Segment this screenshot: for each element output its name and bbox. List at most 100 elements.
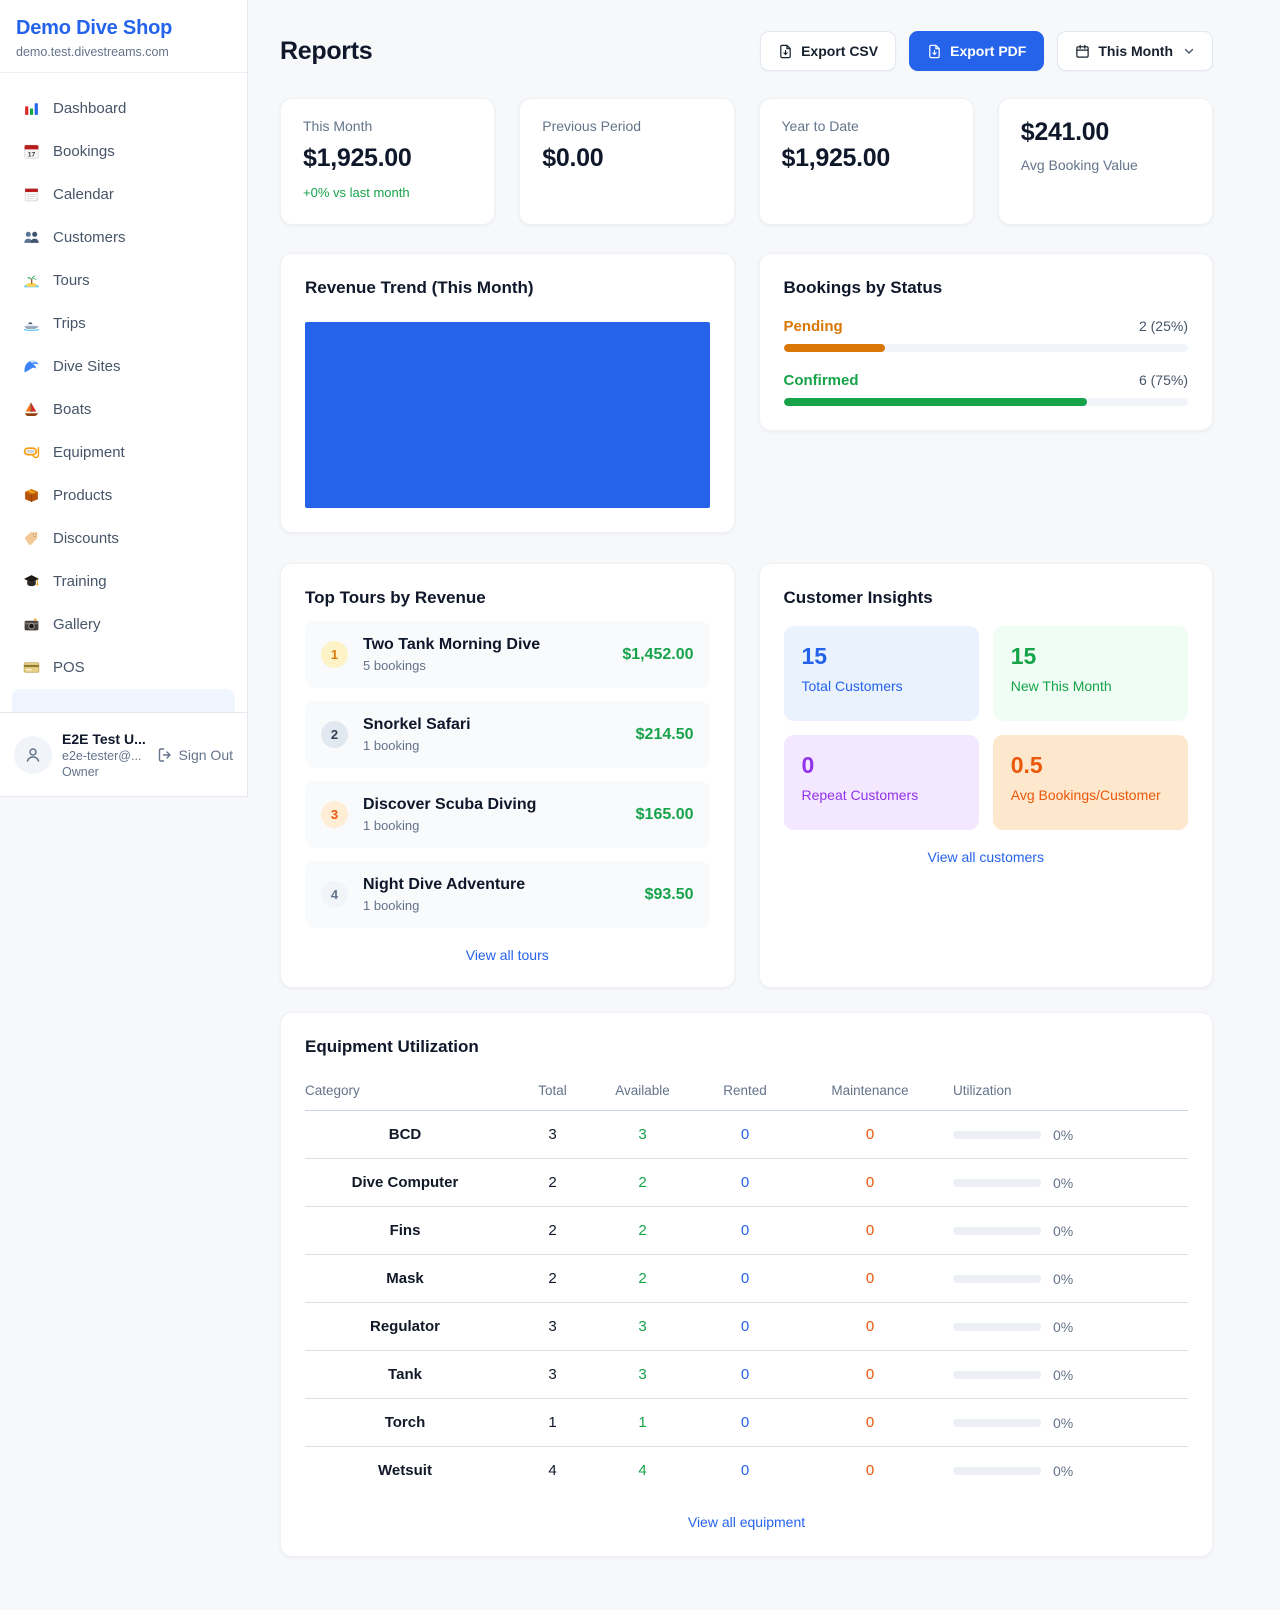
sidebar-nav: Dashboard 17 Bookings Calendar Customers [0, 73, 247, 712]
tour-name: Two Tank Morning Dive [363, 636, 541, 653]
tour-row: 4 Night Dive Adventure 1 booking $93.50 [305, 861, 710, 928]
sidebar-item-bookings[interactable]: 17 Bookings [12, 130, 235, 173]
sidebar: Demo Dive Shop demo.test.divestreams.com… [0, 0, 248, 797]
view-all-tours-link[interactable]: View all tours [465, 947, 549, 963]
stats-row: This Month $1,925.00 +0% vs last month P… [280, 98, 1213, 225]
stat-card-this-month: This Month $1,925.00 +0% vs last month [280, 98, 496, 225]
stat-value: $1,925.00 [781, 144, 891, 172]
sidebar-item-label: POS [53, 659, 85, 676]
table-row: Tank 3 3 0 0 0% [305, 1350, 1188, 1399]
insight-tile-new-this-month: 15 New This Month [992, 626, 1188, 721]
tour-amount: $1,452.00 [622, 645, 694, 663]
insight-tiles: 15 Total Customers 15 New This Month 0 R… [783, 626, 1188, 830]
bookings-by-status-title: Bookings by Status [783, 278, 943, 297]
shop-name: Demo Dive Shop [16, 17, 173, 39]
bar-chart-icon [22, 100, 40, 118]
table-row: Fins 2 2 0 0 0% [305, 1206, 1188, 1255]
insight-tile-repeat-customers: 0 Repeat Customers [783, 735, 979, 830]
sidebar-item-label: Calendar [53, 186, 114, 203]
user-role: Owner [62, 764, 99, 779]
header-actions: Export CSV Export PDF This Month [760, 31, 1213, 71]
customer-insights-card: Customer Insights 15 Total Customers 15 … [758, 563, 1213, 988]
tour-name: Night Dive Adventure [363, 876, 526, 893]
svg-text:17: 17 [27, 151, 35, 158]
tile-value: 15 [1010, 643, 1037, 669]
sailboat-icon [22, 401, 40, 419]
calendar-date-icon: 17 [22, 143, 40, 161]
user-meta: E2E Test U... e2e-tester@... Owner [62, 731, 147, 779]
sidebar-item-tours[interactable]: Tours [12, 259, 235, 302]
tile-label: Total Customers [801, 678, 903, 694]
tag-icon [22, 530, 40, 548]
sign-out-button[interactable]: Sign Out [157, 747, 233, 763]
utilization-bar [953, 1418, 1041, 1427]
tour-row: 2 Snorkel Safari 1 booking $214.50 [305, 701, 710, 768]
sidebar-item-label: Gallery [53, 616, 101, 633]
sidebar-item-trips[interactable]: Trips [12, 302, 235, 345]
graduation-cap-icon [22, 573, 40, 591]
status-row-pending: Pending 2 (25%) [783, 318, 1188, 352]
rank-badge: 1 [321, 641, 348, 668]
column-header: Total [505, 1073, 600, 1111]
column-header: Utilization [935, 1073, 1188, 1111]
utilization-bar [953, 1274, 1041, 1283]
shop-domain: demo.test.divestreams.com [16, 45, 169, 59]
sidebar-item-reports-active[interactable] [12, 689, 235, 712]
tour-amount: $165.00 [635, 805, 694, 823]
tile-value: 0.5 [1010, 752, 1043, 778]
calendar-icon [1076, 44, 1090, 58]
tour-name: Snorkel Safari [363, 716, 471, 733]
camera-icon [22, 616, 40, 634]
progress-track [783, 398, 1188, 406]
utilization-bar [953, 1130, 1041, 1139]
status-label: Confirmed [783, 372, 859, 389]
sidebar-item-boats[interactable]: Boats [12, 388, 235, 431]
stat-label: Previous Period [542, 118, 642, 134]
tour-amount: $214.50 [635, 725, 694, 743]
sidebar-item-equipment[interactable]: Equipment [12, 431, 235, 474]
sidebar-item-products[interactable]: Products [12, 474, 235, 517]
sidebar-item-label: Equipment [53, 444, 125, 461]
tour-row: 1 Two Tank Morning Dive 5 bookings $1,45… [305, 621, 710, 688]
period-dropdown[interactable]: This Month [1057, 31, 1213, 71]
stat-card-avg-booking-value: $241.00 Avg Booking Value [997, 98, 1213, 225]
sidebar-item-calendar[interactable]: Calendar [12, 173, 235, 216]
export-pdf-button[interactable]: Export PDF [909, 31, 1045, 71]
dive-mask-icon [22, 444, 40, 462]
sidebar-item-discounts[interactable]: Discounts [12, 517, 235, 560]
column-header: Category [305, 1073, 505, 1111]
stat-value: $1,925.00 [303, 144, 412, 172]
view-all-customers-link[interactable]: View all customers [927, 849, 1044, 865]
export-csv-button[interactable]: Export CSV [760, 31, 897, 71]
status-row-confirmed: Confirmed 6 (75%) [783, 372, 1188, 406]
status-count: 6 (75%) [1138, 372, 1188, 388]
tour-bookings: 1 booking [363, 818, 420, 833]
view-all-equipment-link[interactable]: View all equipment [687, 1513, 806, 1530]
rank-badge: 3 [321, 801, 348, 828]
sidebar-user-footer: E2E Test U... e2e-tester@... Owner Sign … [0, 712, 247, 796]
sidebar-item-customers[interactable]: Customers [12, 216, 235, 259]
sidebar-item-label: Discounts [53, 530, 119, 547]
sidebar-item-gallery[interactable]: Gallery [12, 603, 235, 646]
progress-track [783, 344, 1188, 352]
top-tours-card: Top Tours by Revenue 1 Two Tank Morning … [280, 563, 735, 988]
bookings-by-status-card: Bookings by Status Pending 2 (25%) Confi… [758, 253, 1213, 431]
table-header-row: Category Total Available Rented Maintena… [305, 1073, 1188, 1111]
sidebar-item-label: Customers [53, 229, 126, 246]
table-row: Dive Computer 2 2 0 0 0% [305, 1158, 1188, 1207]
top-tours-title: Top Tours by Revenue [305, 588, 486, 607]
sidebar-item-training[interactable]: Training [12, 560, 235, 603]
sidebar-item-dive-sites[interactable]: Dive Sites [12, 345, 235, 388]
sidebar-item-pos[interactable]: POS [12, 646, 235, 689]
speedboat-icon [22, 315, 40, 333]
file-download-icon [780, 44, 791, 58]
page-title: Reports [280, 36, 373, 65]
utilization-bar [953, 1322, 1041, 1331]
insight-tile-total-customers: 15 Total Customers [783, 626, 979, 721]
sidebar-item-dashboard[interactable]: Dashboard [12, 87, 235, 130]
revenue-trend-title: Revenue Trend (This Month) [305, 278, 534, 297]
column-header: Maintenance [805, 1073, 935, 1111]
insight-tile-avg-bookings: 0.5 Avg Bookings/Customer [992, 735, 1188, 830]
sidebar-item-label: Trips [53, 315, 86, 332]
page-header: Reports Export CSV Export PDF This Month [280, 31, 1213, 71]
